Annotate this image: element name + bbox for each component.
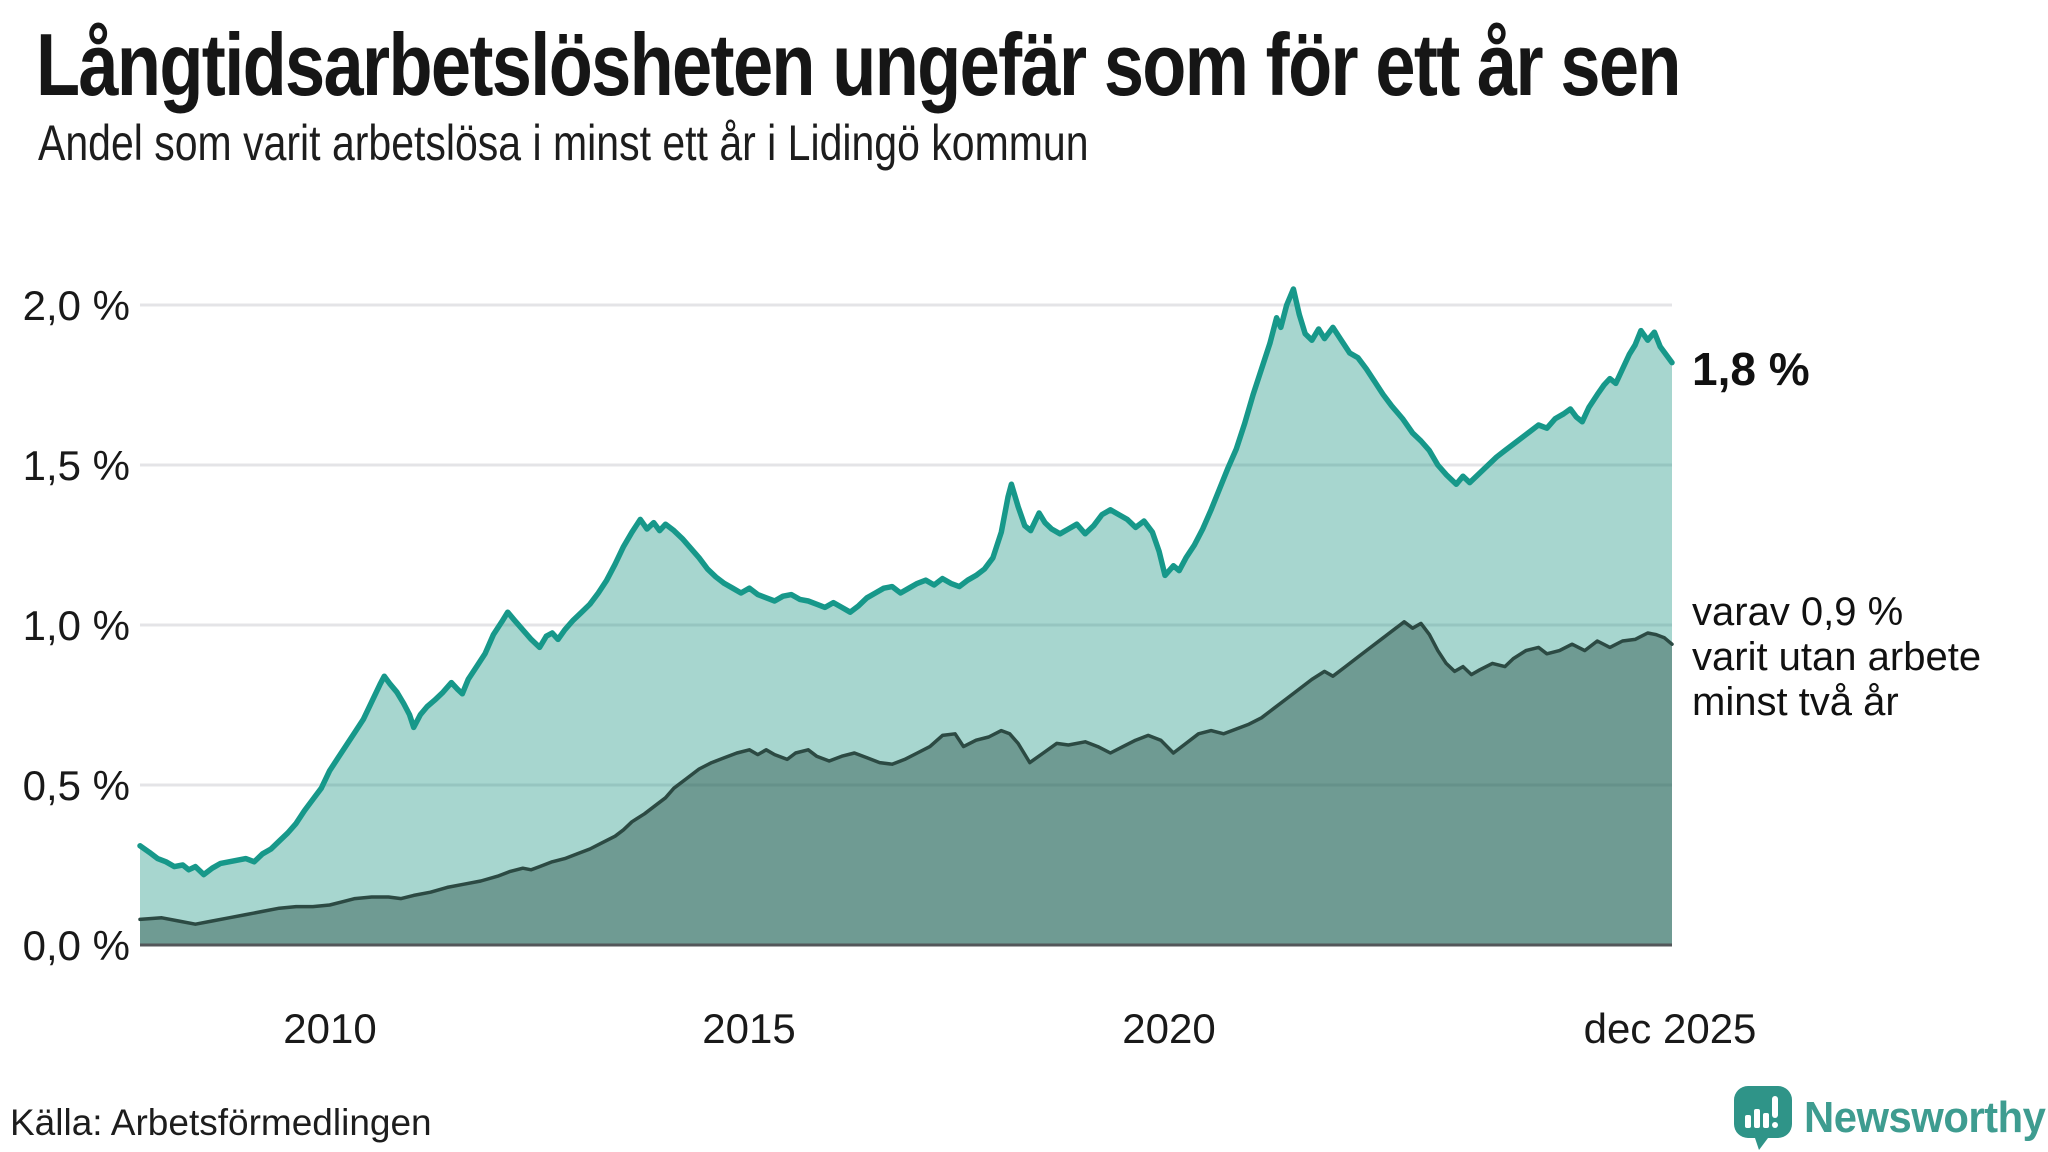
x-tick-label-dec-2025: dec 2025 <box>1583 1005 1757 1052</box>
x-tick-label-2020: 2020 <box>1122 1005 1216 1052</box>
newsworthy-speech-bubble-chart-icon <box>1734 1086 1792 1150</box>
y-tick-label-05: 0,5 % <box>22 762 130 809</box>
newsworthy-wordmark: Newsworthy <box>1804 1093 2046 1142</box>
x-tick-label-2010: 2010 <box>283 1005 377 1052</box>
page-title: Långtidsarbetslösheten ungefär som för e… <box>36 15 1681 114</box>
y-tick-label-10: 1,0 % <box>22 602 130 649</box>
x-tick-label-2015: 2015 <box>702 1005 796 1052</box>
y-tick-label-0: 0,0 % <box>22 922 130 969</box>
y-tick-label-20: 2,0 % <box>22 282 130 329</box>
series2-annotation-line1: varav 0,9 % <box>1692 590 1904 634</box>
series2-annotation-line3: minst två år <box>1692 679 1899 724</box>
source-note: Källa: Arbetsförmedlingen <box>10 1102 432 1143</box>
newsworthy-branding: Newsworthy <box>1734 1086 2048 1150</box>
series2-annotation: varav 0,9 % varit utan arbete minst två … <box>1692 590 1981 724</box>
page-subtitle: Andel som varit arbetslösa i minst ett å… <box>38 115 1089 171</box>
y-tick-label-15: 1,5 % <box>22 442 130 489</box>
series2-annotation-line2: varit utan arbete <box>1692 634 1982 679</box>
series1-end-value-label: 1,8 % <box>1692 343 1810 395</box>
